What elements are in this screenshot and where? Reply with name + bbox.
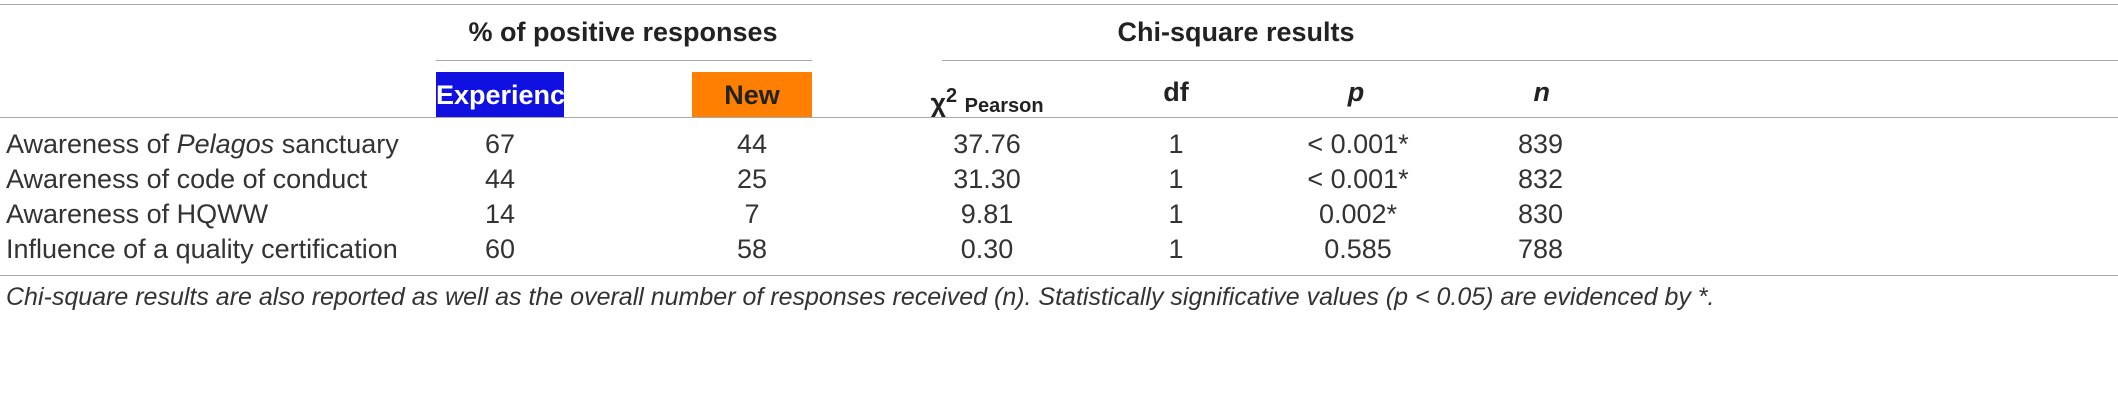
cell-new: 44 xyxy=(736,129,768,159)
experienced-badge: Experienced xyxy=(436,72,597,118)
cell-chi: 37.76 xyxy=(953,129,1021,159)
group-underline-right xyxy=(942,60,2118,61)
col-header-chi-pearson: χ2 Pearson xyxy=(930,80,1043,122)
cell-n: 788 xyxy=(1517,234,1563,264)
chi-subscript: Pearson xyxy=(964,95,1044,117)
col-header-n: n xyxy=(1533,77,1551,107)
cell-df: 1 xyxy=(1168,129,1184,159)
cell-new: 58 xyxy=(736,234,768,264)
cell-df: 1 xyxy=(1168,164,1184,194)
cell-experienced: 60 xyxy=(484,234,516,264)
cell-n: 832 xyxy=(1517,164,1563,194)
cell-experienced: 14 xyxy=(484,199,516,229)
header-bottom-rule xyxy=(0,117,2118,118)
col-header-p: p xyxy=(1347,77,1365,107)
chi-superscript: 2 xyxy=(945,85,958,107)
cell-new: 7 xyxy=(744,199,760,229)
table-footnote: Chi-square results are also reported as … xyxy=(6,283,1715,311)
table-top-rule xyxy=(0,4,2118,5)
cell-df: 1 xyxy=(1168,199,1184,229)
group-header-positive-responses: % of positive responses xyxy=(468,17,778,47)
cell-df: 1 xyxy=(1168,234,1184,264)
row-label-text: Awareness of HQWW xyxy=(6,199,269,229)
cell-experienced: 44 xyxy=(484,164,516,194)
group-header-chi-square: Chi-square results xyxy=(1117,17,1355,47)
cell-n: 830 xyxy=(1517,199,1563,229)
group-underline-left xyxy=(436,60,812,61)
row-label-text: Influence of a quality certification xyxy=(6,234,398,264)
cell-experienced: 67 xyxy=(484,129,516,159)
cell-p: 0.002* xyxy=(1318,199,1398,229)
cell-p: 0.585 xyxy=(1324,234,1392,264)
row-label: Awareness of Pelagos sanctuary xyxy=(6,128,399,160)
cell-p: < 0.001* xyxy=(1307,129,1409,159)
cell-chi: 31.30 xyxy=(953,164,1021,194)
row-label-italic: Pelagos xyxy=(176,129,275,159)
col-header-df: df xyxy=(1163,77,1189,107)
new-badge: New xyxy=(692,72,812,118)
cell-n: 839 xyxy=(1517,129,1563,159)
cell-new: 25 xyxy=(736,164,768,194)
row-label-text: Awareness of xyxy=(6,129,177,159)
row-label-text-end: sanctuary xyxy=(274,129,399,159)
row-label-text: Awareness of code of conduct xyxy=(6,164,368,194)
row-label: Awareness of HQWW xyxy=(6,198,268,230)
row-label: Influence of a quality certification xyxy=(6,233,398,265)
row-label: Awareness of code of conduct xyxy=(6,163,367,195)
cell-chi: 9.81 xyxy=(960,199,1014,229)
cell-chi: 0.30 xyxy=(960,234,1014,264)
chi-symbol: χ xyxy=(930,88,946,118)
cell-p: < 0.001* xyxy=(1307,164,1409,194)
table-bottom-rule xyxy=(0,275,2118,276)
